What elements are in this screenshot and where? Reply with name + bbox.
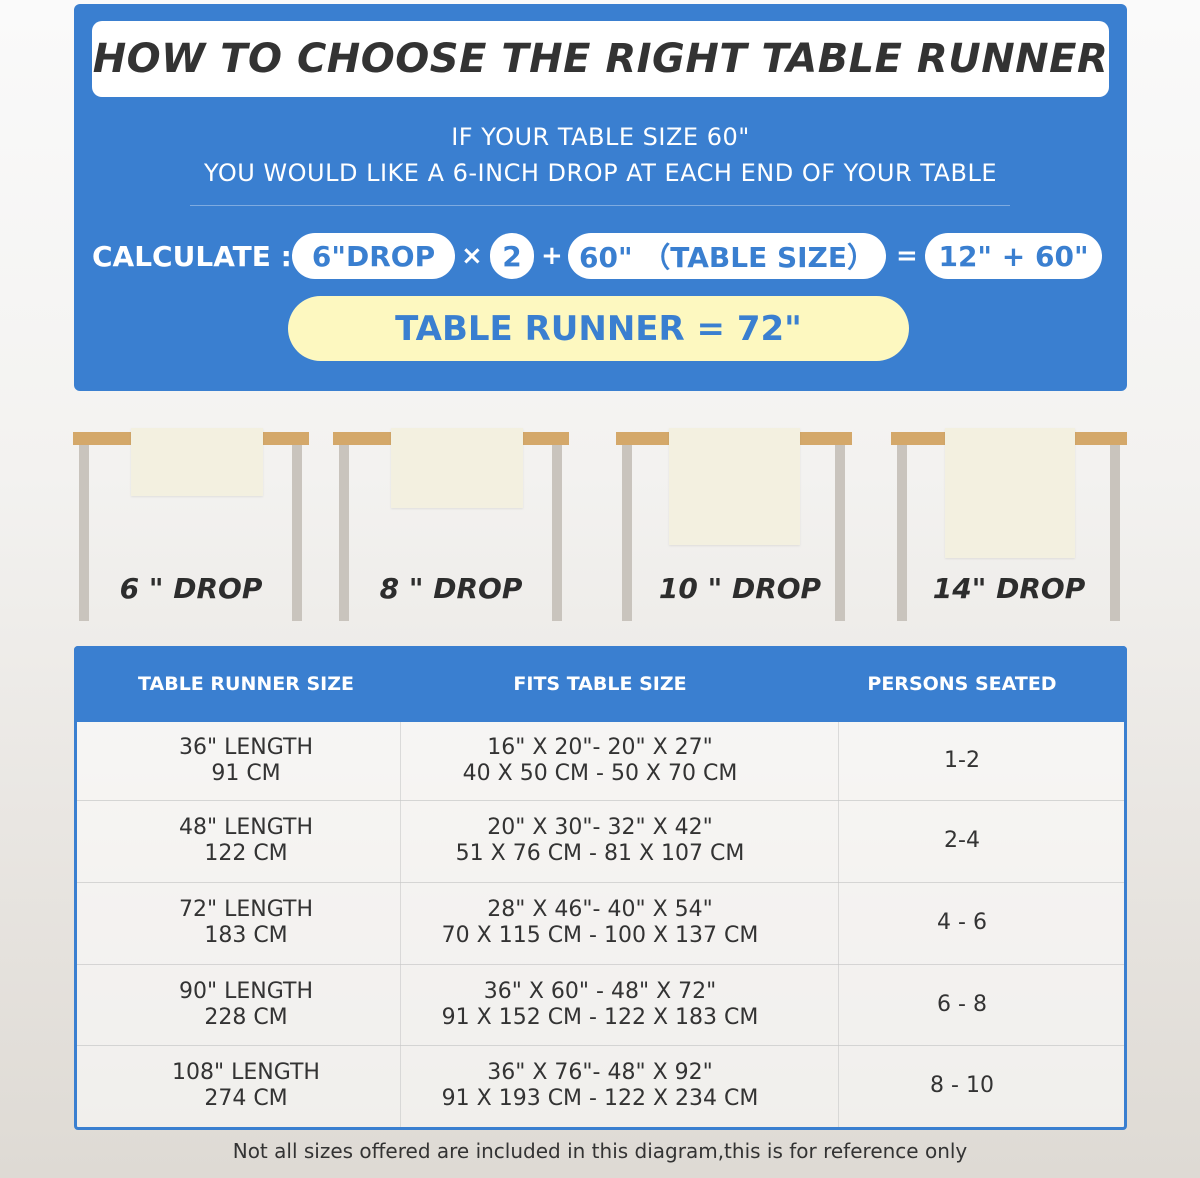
column-divider <box>838 722 839 1127</box>
persons-cell: 8 - 10 <box>930 1073 994 1098</box>
persons-cell: 1-2 <box>944 748 980 773</box>
runner-size-cell: 72" LENGTH 183 CM <box>78 882 414 964</box>
drop-label: 8 " DROP <box>379 572 523 605</box>
length-inches: 72" LENGTH <box>179 897 313 922</box>
table-leg <box>835 445 845 621</box>
fits-cm: 40 X 50 CM - 50 X 70 CM <box>462 761 738 786</box>
length-inches: 48" LENGTH <box>179 815 313 840</box>
fits-cm: 91 X 152 CM - 122 X 183 CM <box>441 1004 759 1030</box>
runner-drop <box>391 428 523 508</box>
page-title: HOW TO CHOOSE THE RIGHT TABLE RUNNER <box>92 21 1109 97</box>
runner-drop <box>131 428 263 496</box>
fits-cm: 70 X 115 CM - 100 X 137 CM <box>441 923 759 948</box>
multiplier-circle: 2 <box>490 233 534 279</box>
length-inches: 36" LENGTH <box>179 735 313 760</box>
runner-size-cell: 36" LENGTH 91 CM <box>78 722 414 800</box>
sum-pill: 12" + 60" <box>925 233 1102 279</box>
fits-table-cell: 28" X 46"- 40" X 54" 70 X 115 CM - 100 X… <box>400 882 800 964</box>
length-cm: 183 CM <box>204 923 288 948</box>
length-cm: 228 CM <box>204 1004 288 1030</box>
persons-cell: 4 - 6 <box>937 910 987 935</box>
fits-cm: 51 X 76 CM - 81 X 107 CM <box>455 841 745 866</box>
equals-sign: = <box>896 241 918 271</box>
column-header-fits-table: FITS TABLE SIZE <box>513 673 687 695</box>
divider <box>190 205 1010 206</box>
persons-cell: 2-4 <box>944 828 980 853</box>
length-cm: 91 CM <box>211 761 281 786</box>
footer-note: Not all sizes offered are included in th… <box>232 1139 968 1163</box>
fits-inches: 16" X 20"- 20" X 27" <box>487 735 713 760</box>
fits-table-cell: 16" X 20"- 20" X 27" 40 X 50 CM - 50 X 7… <box>400 722 800 800</box>
length-inches: 108" LENGTH <box>172 1060 320 1085</box>
fits-inches: 28" X 46"- 40" X 54" <box>487 897 713 922</box>
length-cm: 122 CM <box>204 841 288 866</box>
runner-size-cell: 108" LENGTH 274 CM <box>78 1045 414 1127</box>
length-cm: 274 CM <box>204 1086 288 1111</box>
runner-drop <box>945 428 1075 558</box>
row-divider <box>77 964 1124 965</box>
runner-size-cell: 90" LENGTH 228 CM <box>78 964 414 1045</box>
table-leg <box>897 445 907 621</box>
fits-inches: 36" X 60" - 48" X 72" <box>483 978 717 1004</box>
fits-inches: 20" X 30"- 32" X 42" <box>487 815 713 840</box>
persons-cell: 6 - 8 <box>937 991 987 1017</box>
fits-table-cell: 20" X 30"- 32" X 42" 51 X 76 CM - 81 X 1… <box>400 800 800 882</box>
column-divider <box>400 722 401 1127</box>
fits-inches: 36" X 76"- 48" X 92" <box>487 1060 713 1085</box>
table-header <box>74 646 1127 722</box>
drop-pill: 6"DROP <box>292 233 455 279</box>
table-leg <box>339 445 349 621</box>
row-divider <box>77 882 1124 883</box>
column-header-persons: PERSONS SEATED <box>867 673 1057 695</box>
row-divider <box>77 1045 1124 1046</box>
example-line-2: YOU WOULD LIKE A 6-INCH DROP AT EACH END… <box>204 159 997 187</box>
calculate-label: CALCULATE : <box>92 239 292 273</box>
row-divider <box>77 800 1124 801</box>
drop-label: 14" DROP <box>932 572 1086 605</box>
table-size-pill: 60" （TABLE SIZE） <box>568 233 886 279</box>
drop-label: 10 " DROP <box>658 572 822 605</box>
runner-drop <box>669 428 800 545</box>
table-leg <box>79 445 89 621</box>
length-inches: 90" LENGTH <box>179 978 313 1004</box>
size-table <box>74 646 1127 1130</box>
table-leg <box>622 445 632 621</box>
runner-size-cell: 48" LENGTH 122 CM <box>78 800 414 882</box>
times-sign: × <box>461 241 483 271</box>
column-header-runner-size: TABLE RUNNER SIZE <box>138 673 354 695</box>
plus-sign: + <box>541 241 563 271</box>
result-pill: TABLE RUNNER = 72" <box>288 296 909 361</box>
table-leg <box>292 445 302 621</box>
fits-table-cell: 36" X 76"- 48" X 92" 91 X 193 CM - 122 X… <box>400 1045 800 1127</box>
example-line-1: IF YOUR TABLE SIZE 60" <box>451 123 750 151</box>
drop-label: 6 " DROP <box>119 572 263 605</box>
fits-table-cell: 36" X 60" - 48" X 72" 91 X 152 CM - 122 … <box>400 964 800 1045</box>
table-leg <box>552 445 562 621</box>
table-leg <box>1110 445 1120 621</box>
fits-cm: 91 X 193 CM - 122 X 234 CM <box>441 1086 759 1111</box>
